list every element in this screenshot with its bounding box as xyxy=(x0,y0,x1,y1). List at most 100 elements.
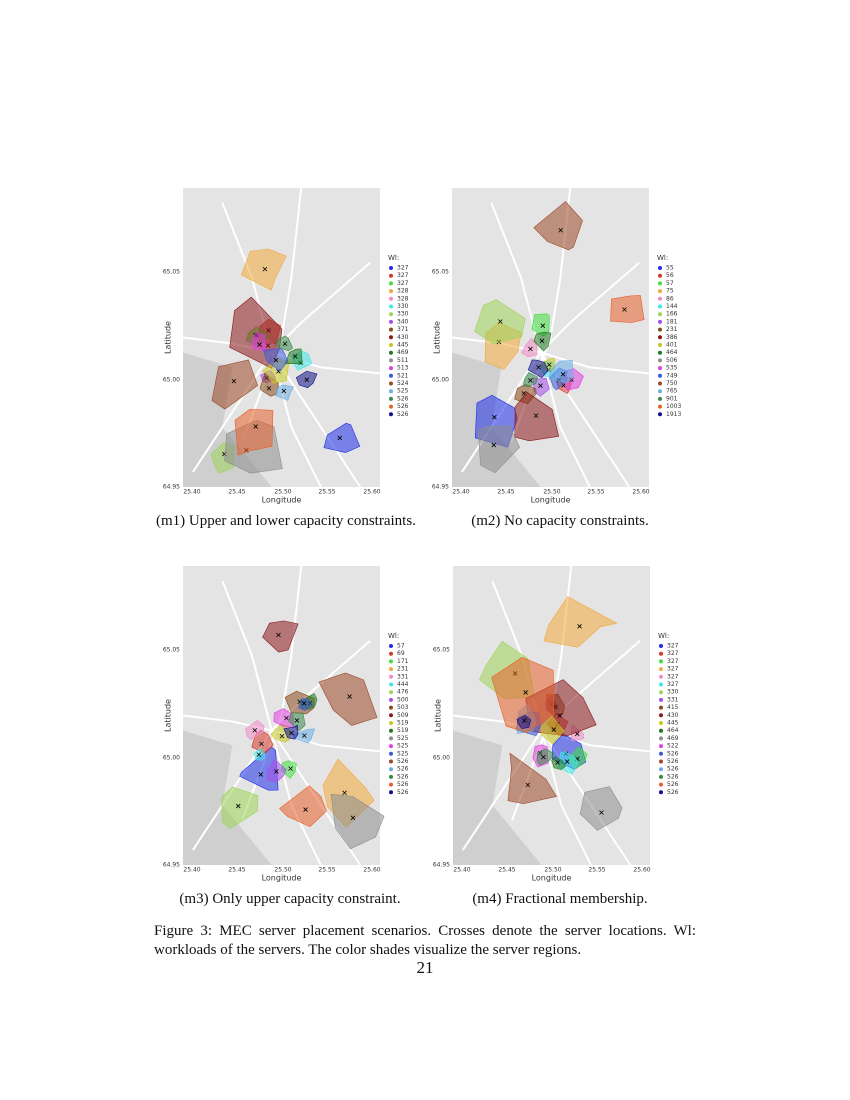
x-tick-label: 25.60 xyxy=(632,489,649,496)
legend-swatch xyxy=(389,289,393,294)
y-tick-label: 65.05 xyxy=(433,647,450,654)
legend-swatch xyxy=(389,296,393,301)
legend-swatch xyxy=(389,690,393,695)
subcaption: (m4) Fractional membership. xyxy=(472,891,648,907)
legend-label: 231 xyxy=(666,326,678,333)
legend-label: 144 xyxy=(666,303,678,310)
legend-swatch xyxy=(659,705,663,710)
legend-label: 526 xyxy=(397,766,409,773)
server-region xyxy=(579,786,623,831)
map-panel: 25.40 25.45 25.50 25.55 25.60 64.95 65.00 65.05… xyxy=(163,187,409,505)
legend-swatch xyxy=(389,319,393,324)
server-cross xyxy=(294,718,300,723)
legend-label: 327 xyxy=(397,265,409,272)
legend-swatch xyxy=(659,751,663,756)
server-cross xyxy=(528,346,533,352)
legend-label: 1913 xyxy=(666,411,681,418)
legend-label: 750 xyxy=(666,380,678,387)
legend-label: 513 xyxy=(397,365,409,372)
legend-swatch xyxy=(389,674,393,679)
legend-label: 522 xyxy=(667,743,679,750)
y-axis-label: Latitude xyxy=(164,321,173,354)
server-cross xyxy=(284,715,289,721)
legend-swatch xyxy=(659,744,663,749)
server-cross xyxy=(276,632,281,638)
legend-label: 327 xyxy=(667,666,679,673)
legend-swatch xyxy=(389,705,393,710)
server-region xyxy=(330,793,385,850)
legend-swatch xyxy=(659,682,663,687)
legend-swatch xyxy=(389,389,393,394)
server-cross xyxy=(525,782,530,788)
legend-swatch xyxy=(659,713,663,718)
legend-swatch xyxy=(389,651,393,656)
legend-swatch xyxy=(389,350,393,355)
server-cross xyxy=(551,727,557,732)
legend-swatch xyxy=(659,690,663,695)
legend-swatch xyxy=(658,412,662,417)
legend-swatch xyxy=(389,721,393,725)
legend-label: 430 xyxy=(397,334,409,341)
server-cross xyxy=(282,341,288,347)
legend-label: 526 xyxy=(667,773,679,780)
legend-label: 401 xyxy=(666,342,678,349)
server-cross xyxy=(533,413,539,418)
legend-label: 445 xyxy=(667,720,679,727)
legend-swatch xyxy=(658,404,662,409)
y-tick-label: 65.05 xyxy=(163,647,180,654)
legend-swatch xyxy=(658,266,662,270)
legend-swatch xyxy=(389,273,393,278)
server-region xyxy=(274,384,294,401)
legend-label: 327 xyxy=(397,272,409,279)
server-cross xyxy=(622,307,627,312)
legend-swatch xyxy=(389,312,393,317)
server-region xyxy=(211,359,259,410)
legend-swatch xyxy=(389,404,393,409)
legend-label: 519 xyxy=(397,720,409,727)
legend-label: 328 xyxy=(397,295,409,302)
legend-swatch xyxy=(659,774,663,779)
legend-swatch xyxy=(659,728,663,733)
legend-swatch xyxy=(389,343,393,347)
x-tick-label: 25.45 xyxy=(228,867,245,874)
server-cross xyxy=(599,810,604,815)
legend-label: 509 xyxy=(397,712,409,719)
legend-swatch xyxy=(658,389,662,394)
legend-label: 386 xyxy=(666,334,678,341)
server-cross xyxy=(555,760,560,765)
subcaption: (m2) No capacity constraints. xyxy=(471,513,649,529)
legend-label: 1003 xyxy=(666,403,681,410)
legend-swatch xyxy=(658,335,662,340)
x-tick-label: 25.55 xyxy=(587,489,604,496)
legend-label: 535 xyxy=(666,365,678,372)
server-cross xyxy=(252,728,258,733)
x-tick-label: 25.40 xyxy=(183,489,200,496)
legend-label: 327 xyxy=(667,643,679,650)
legend-label: 524 xyxy=(397,380,409,387)
x-axis-label: Longitude xyxy=(532,874,572,883)
subcaption: (m3) Only upper capacity constraint. xyxy=(179,891,401,907)
legend-label: 327 xyxy=(667,658,679,665)
legend-swatch xyxy=(658,289,662,294)
map-panel: 25.40 25.45 25.50 25.55 25.60 64.95 65.00 65.05… xyxy=(433,565,679,883)
legend-swatch xyxy=(389,396,393,401)
server-cross xyxy=(539,338,545,344)
server-cross xyxy=(292,354,298,359)
legend-swatch xyxy=(389,713,393,718)
legend-swatch xyxy=(389,366,393,371)
figure-caption: Figure 3: MEC server placement scenarios… xyxy=(154,923,696,958)
x-tick-label: 25.60 xyxy=(363,867,380,874)
y-tick-label: 65.00 xyxy=(432,377,449,384)
legend-swatch xyxy=(658,350,662,355)
server-region xyxy=(284,348,303,365)
legend-swatch xyxy=(389,373,393,378)
server-cross xyxy=(540,323,546,328)
legend-swatch xyxy=(389,281,393,286)
server-cross xyxy=(257,342,262,347)
x-tick-label: 25.55 xyxy=(318,489,335,496)
legend-title: Wl: xyxy=(657,254,668,262)
y-axis-label: Latitude xyxy=(433,321,442,354)
legend-swatch xyxy=(659,659,663,664)
y-tick-label: 64.95 xyxy=(163,484,180,491)
